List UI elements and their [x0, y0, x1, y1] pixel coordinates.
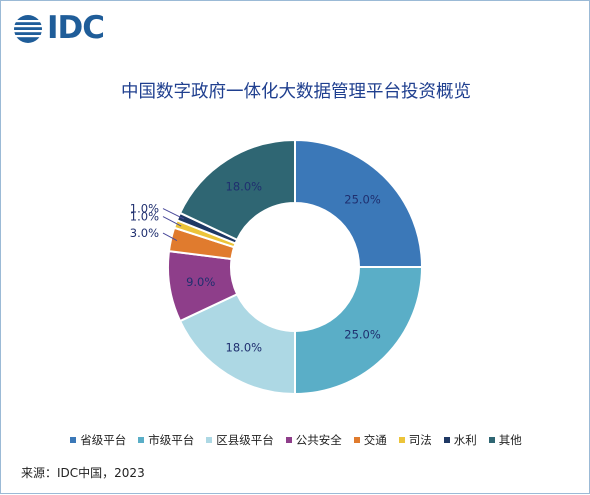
- chart-legend: 省级平台 市级平台 区县级平台 公共安全 交通 司法 水利 其他: [1, 432, 590, 448]
- legend-swatch: [138, 437, 145, 443]
- legend-swatch: [206, 437, 213, 443]
- legend-label: 公共安全: [295, 433, 342, 447]
- legend-label: 其他: [498, 433, 522, 447]
- donut-slice-1: [294, 138, 424, 268]
- data-label-6: 1.0%: [130, 210, 159, 224]
- idc-logo: IDC: [13, 10, 105, 46]
- legend-item-6: 司法: [398, 432, 432, 448]
- globe-icon: [14, 14, 42, 43]
- legend-item-5: 交通: [353, 432, 387, 448]
- data-label-7: 1.0%: [130, 202, 159, 216]
- legend-swatch: [70, 437, 77, 443]
- donut-slice-2: [294, 266, 424, 396]
- legend-swatch: [488, 437, 495, 443]
- legend-label: 市级平台: [148, 433, 195, 447]
- donut-slice-3: [178, 292, 296, 396]
- data-label-8: 18.0%: [226, 179, 263, 193]
- legend-label: 水利: [453, 433, 477, 447]
- source-note: 来源：IDC中国，2023: [21, 466, 145, 480]
- legend-item-3: 区县级平台: [206, 432, 274, 448]
- legend-item-7: 水利: [443, 432, 477, 448]
- legend-item-1: 省级平台: [70, 432, 126, 448]
- legend-label: 司法: [408, 433, 432, 447]
- chart-title: 中国数字政府一体化大数据管理平台投资概览: [121, 82, 471, 102]
- data-label-5: 3.0%: [130, 226, 159, 240]
- donut-slice-8: [178, 138, 296, 242]
- leader-line-7: [162, 208, 185, 220]
- data-label-3: 18.0%: [226, 341, 263, 355]
- legend-item-4: 公共安全: [285, 432, 342, 448]
- leader-line-5: [162, 232, 178, 242]
- data-label-4: 9.0%: [186, 275, 215, 289]
- legend-swatch: [398, 437, 405, 443]
- legend-swatch: [353, 437, 360, 443]
- legend-item-8: 其他: [488, 432, 522, 448]
- legend-item-2: 市级平台: [138, 432, 194, 448]
- data-label-2: 25.0%: [344, 328, 381, 342]
- legend-label: 区县级平台: [216, 433, 274, 447]
- legend-swatch: [443, 437, 450, 443]
- legend-swatch: [285, 437, 292, 443]
- legend-label: 省级平台: [80, 433, 127, 447]
- leader-line-6: [162, 216, 182, 227]
- logo-text: IDC: [47, 10, 105, 46]
- data-label-1: 25.0%: [344, 192, 381, 206]
- legend-label: 交通: [363, 433, 387, 447]
